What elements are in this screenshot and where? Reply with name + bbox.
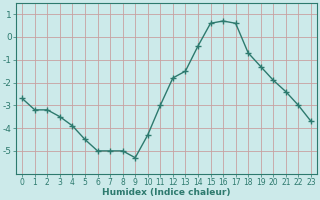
X-axis label: Humidex (Indice chaleur): Humidex (Indice chaleur) xyxy=(102,188,231,197)
